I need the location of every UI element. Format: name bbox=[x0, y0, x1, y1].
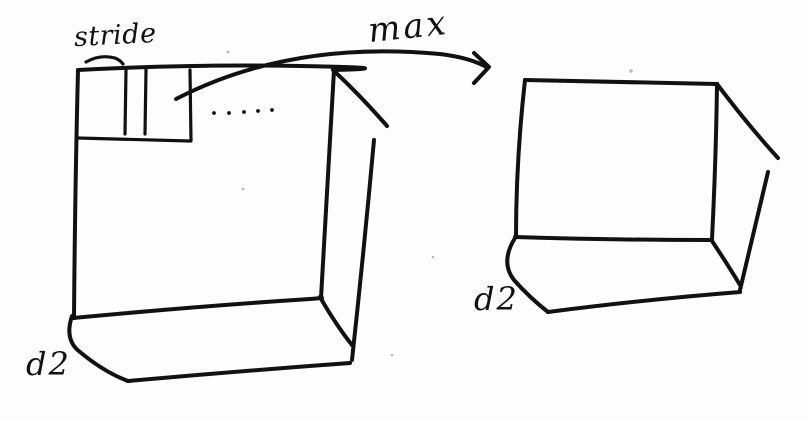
output-top-depth-edge bbox=[715, 82, 780, 160]
input-depth-label: d2 bbox=[26, 345, 71, 383]
stride-label: stride bbox=[73, 17, 158, 54]
output-bottom-depth-edge bbox=[710, 239, 742, 287]
continuation-dot bbox=[256, 109, 260, 113]
continuation-dot bbox=[242, 110, 246, 114]
input-top-depth-edge bbox=[331, 68, 389, 128]
input-front-bottom-edge bbox=[71, 296, 324, 320]
stride-strip-line bbox=[143, 68, 148, 136]
input-front-left-edge bbox=[72, 68, 80, 320]
window-right-edge bbox=[188, 68, 193, 143]
input-back-bottom-edge bbox=[126, 361, 352, 383]
stride-strip-line bbox=[123, 68, 128, 136]
output-depth-label: d2 bbox=[474, 280, 519, 318]
output-front-left-edge bbox=[514, 78, 527, 239]
window-bottom-edge bbox=[76, 136, 192, 143]
input-bottom-depth-edge bbox=[318, 295, 354, 347]
paper-speck bbox=[431, 255, 435, 259]
continuation-dot bbox=[270, 108, 274, 112]
max-arrow bbox=[174, 49, 491, 101]
output-left-depth-edge bbox=[505, 236, 550, 314]
output-front-bottom-edge bbox=[513, 235, 714, 242]
output-front-right-edge bbox=[710, 82, 719, 241]
stride-brace bbox=[84, 55, 125, 66]
continuation-dot bbox=[212, 111, 216, 115]
output-back-bottom-edge bbox=[546, 290, 742, 314]
max-label: max bbox=[366, 2, 451, 52]
input-front-right-edge bbox=[319, 68, 336, 300]
output-back-right-edge bbox=[738, 170, 770, 292]
continuation-dot bbox=[227, 111, 231, 115]
paper-speck bbox=[390, 353, 394, 357]
input-back-right-edge bbox=[350, 138, 376, 362]
paper-speck bbox=[241, 187, 245, 191]
paper-speck bbox=[226, 50, 230, 54]
output-front-top-edge bbox=[523, 78, 719, 86]
input-front-top-edge bbox=[76, 63, 368, 72]
paper-speck bbox=[629, 69, 633, 73]
arrow-head bbox=[472, 51, 491, 85]
input-left-depth-edge bbox=[67, 314, 130, 383]
input-volume bbox=[67, 55, 389, 383]
arrow-shaft bbox=[174, 49, 490, 101]
output-volume bbox=[505, 78, 780, 314]
